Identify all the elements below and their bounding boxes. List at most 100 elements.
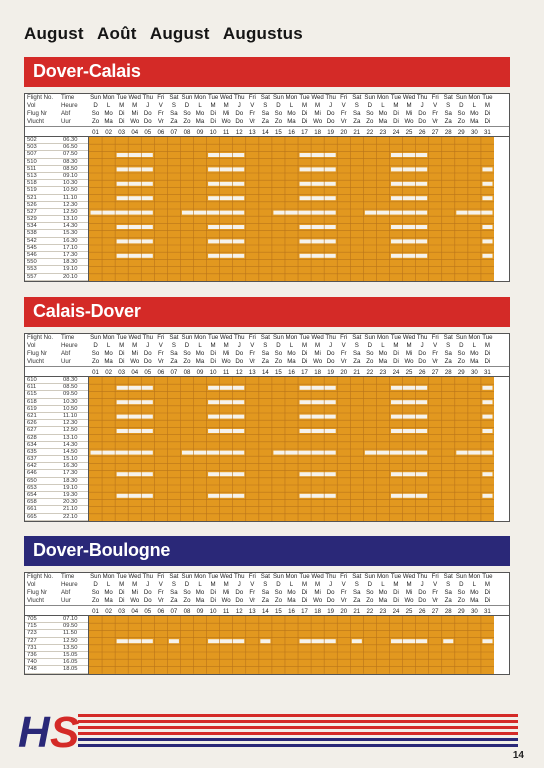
departure-time: 11.50: [61, 630, 88, 638]
weekday-cell: Tue: [390, 94, 402, 101]
flight-number: 545: [25, 245, 61, 252]
no-service-mark: [116, 153, 153, 157]
date-cell: 10: [209, 369, 217, 376]
weekday-cell: Di: [393, 110, 399, 117]
no-service-mark: [208, 239, 245, 244]
weekday-cell: So: [183, 589, 191, 596]
weekday-cell: Di: [210, 358, 216, 365]
weekday-cell: Sa: [261, 350, 270, 357]
departure-time: 17.10: [61, 245, 88, 252]
weekday-cell: Zo: [91, 597, 100, 604]
date-cell: 12: [235, 369, 243, 376]
weekday-cells: Sun Mon Tue Wed Thu Fri Sat Sun Mon Tue Wed Thu Fri S…: [89, 334, 494, 342]
no-service-mark: [482, 196, 493, 201]
route-banner-band: [24, 536, 510, 566]
weekday-cell: J: [146, 342, 150, 349]
no-service-mark: [456, 210, 493, 215]
no-service-mark: [482, 385, 493, 390]
weekday-cell: S: [446, 342, 451, 349]
weekday-cell: Fr: [157, 589, 164, 596]
no-service-mark: [364, 210, 428, 215]
weekday-cell: Ma: [195, 118, 205, 125]
header-label-flight: Flug Nr: [27, 110, 47, 117]
flight-number: 611: [25, 384, 61, 392]
flight-number: 646: [25, 470, 61, 478]
flight-number: 658: [25, 499, 61, 507]
weekday-cell: M: [223, 581, 229, 588]
weekday-cells: Zo Ma Di Wo Do Vr Za Zo Ma Di Wo Do Vr Za Zo Ma Di Wo Do Vr…: [89, 358, 494, 366]
no-service-mark: [299, 196, 336, 201]
weekday-cells: Zo Ma Di Wo Do Vr Za Zo Ma Di Wo Do Vr Za Zo Ma Di Wo Do Vr…: [89, 597, 494, 605]
weekday-cell: D: [459, 581, 464, 588]
weekday-cell: Fri: [248, 334, 256, 341]
weekday-cell: Do: [235, 358, 244, 365]
header-label-time: Time: [61, 334, 75, 341]
weekday-cell: Mon: [376, 94, 389, 101]
weekday-cell: M: [406, 102, 412, 109]
no-service-mark: [208, 225, 245, 229]
departure-time: 09.10: [61, 173, 88, 181]
weekday-cell: Sat: [169, 94, 179, 101]
weekday-cell: D: [93, 581, 98, 588]
header-label-time: Abf: [61, 589, 71, 596]
weekday-cell: Do: [418, 118, 426, 125]
date-cell: 03: [118, 608, 126, 615]
weekday-cell: Wed: [128, 94, 141, 101]
weekday-cell: Sa: [444, 589, 452, 596]
date-cell: 02: [105, 608, 112, 615]
departure-time: 06.50: [61, 144, 88, 152]
weekday-cell: Sun: [181, 94, 193, 101]
weekday-cells: So Mo Di Mi Do Fr Sa So Mo Di Mi Do Fr Sa So Mo Di Mi Do Fr…: [89, 110, 494, 118]
header-label-flight: Vol: [27, 102, 36, 109]
weekday-cell: M: [210, 581, 216, 588]
logo-stripes: [78, 714, 518, 747]
no-service-mark: [351, 639, 362, 644]
flight-number: 727: [25, 638, 61, 645]
flight-number: 618: [25, 399, 61, 406]
date-cell: 23: [379, 608, 387, 615]
weekday-cell: Thu: [233, 573, 245, 580]
weekday-cell: L: [106, 581, 111, 588]
route-banner: Calais-Dover: [24, 297, 510, 327]
route-name: Calais-Dover: [33, 301, 141, 321]
no-service-mark: [482, 414, 493, 419]
no-service-mark: [116, 167, 153, 172]
weekday-cell: Ma: [104, 118, 113, 125]
weekday-cell: Mon: [102, 334, 115, 341]
header-label-time: Heure: [61, 102, 78, 109]
no-service-mark: [482, 472, 493, 477]
weekday-cell: Mo: [287, 110, 296, 117]
weekday-cell: Ma: [195, 597, 205, 604]
weekday-cell: Wed: [402, 94, 416, 101]
header-row-fr: Vol Heure D L M M J V S D L M M J V S D L M M J V S D L M M J V S D L M: [25, 342, 509, 350]
logo-letter-s: S: [50, 708, 79, 752]
no-service-mark: [299, 167, 336, 172]
weekday-cell: V: [158, 342, 163, 349]
weekday-cell: Vr: [249, 118, 256, 125]
flight-number: 550: [25, 259, 61, 267]
weekday-cell: Za: [353, 118, 361, 125]
date-cell: 12: [235, 608, 243, 615]
weekday-cell: So: [366, 589, 374, 596]
weekday-cell: M: [301, 102, 308, 109]
weekday-cell: D: [459, 102, 464, 109]
no-service-mark: [299, 181, 336, 186]
date-cell: 24: [392, 608, 400, 615]
weekday-cell: Thu: [325, 94, 336, 101]
no-service-mark: [482, 181, 493, 186]
no-service-mark: [116, 472, 153, 477]
weekday-cell: Zo: [457, 118, 465, 125]
weekday-cell: So: [91, 350, 100, 357]
date-cell: 18: [314, 608, 321, 615]
schedule-table: Flight No. Time Sun Mon Tue Wed Thu Fri Sat Sun Mo…: [24, 333, 510, 522]
weekday-cell: J: [329, 342, 333, 349]
weekday-cell: Mi: [131, 350, 138, 357]
date-cell: 08: [183, 608, 191, 615]
weekday-cell: So: [457, 350, 466, 357]
departure-time: 15.05: [61, 652, 88, 660]
weekday-cell: Do: [418, 110, 426, 117]
weekday-cell: Sun: [364, 573, 376, 580]
date-cell: 15: [275, 608, 282, 615]
weekday-cell: M: [132, 581, 138, 588]
